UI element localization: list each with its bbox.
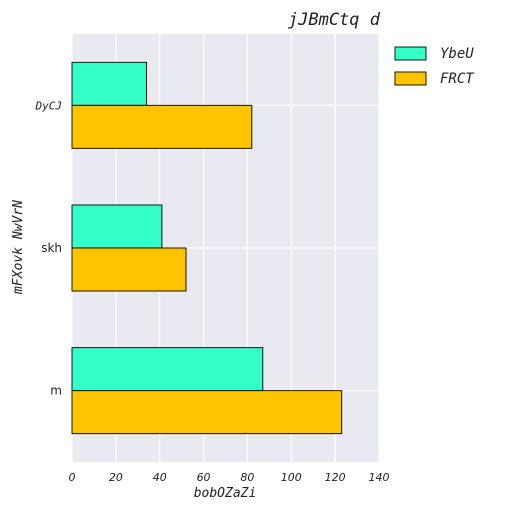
legend-swatch xyxy=(394,71,427,86)
bar-FRCT-skh xyxy=(71,247,187,292)
bar-YbeU-DyCJ xyxy=(71,61,148,106)
y-tick-label: skh xyxy=(41,241,62,255)
legend-label: FRCT xyxy=(440,71,475,87)
x-tick-label: 20 xyxy=(109,471,123,484)
x-tick-label: 60 xyxy=(197,471,211,484)
bars xyxy=(71,61,343,435)
y-axis-ticks: DyCJ skh m xyxy=(35,99,63,397)
x-axis-ticks: 0 20 40 60 80 100 120 140 xyxy=(69,471,390,484)
y-tick-label: m xyxy=(50,384,62,398)
legend: YbeU FRCT xyxy=(394,46,475,87)
y-axis-label: mFXovk NwVrN xyxy=(11,200,26,295)
bar-YbeU-m xyxy=(71,347,264,392)
x-axis-label: bobOZaZi xyxy=(194,486,257,501)
x-tick-label: 0 xyxy=(69,471,76,484)
bar-YbeU-skh xyxy=(71,204,163,249)
x-tick-label: 100 xyxy=(281,471,302,484)
chart-title: jJBmCtq d xyxy=(288,10,381,30)
bar-FRCT-m xyxy=(71,390,343,435)
legend-swatch xyxy=(394,46,427,61)
bar-FRCT-DyCJ xyxy=(71,104,253,149)
y-tick-label: DyCJ xyxy=(35,99,63,112)
x-tick-label: 120 xyxy=(325,471,346,484)
x-tick-label: 40 xyxy=(153,471,167,484)
x-tick-label: 80 xyxy=(240,471,254,484)
x-tick-label: 140 xyxy=(369,471,390,484)
legend-label: YbeU xyxy=(440,46,474,62)
